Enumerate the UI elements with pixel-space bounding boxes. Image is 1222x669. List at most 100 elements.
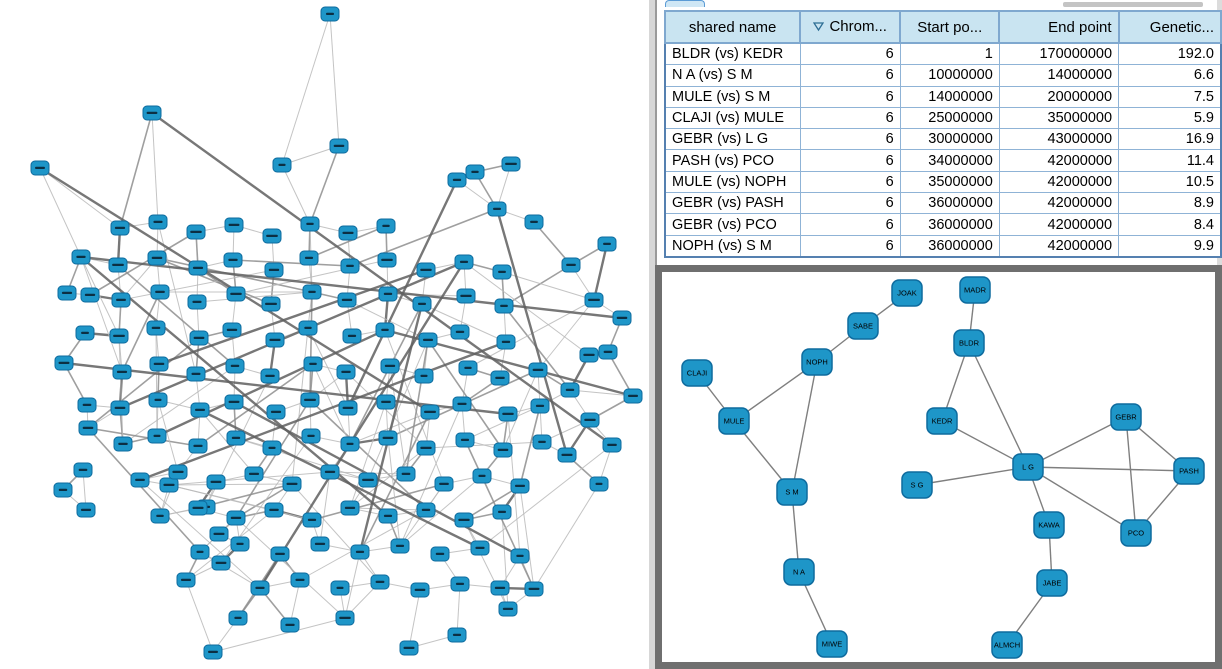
table-cell: 10000000: [899, 64, 1000, 87]
table-cell: 43000000: [998, 128, 1120, 151]
node-label: [112, 263, 124, 266]
table-row[interactable]: N A (vs) S M 6 10000000 14000000 6.6: [664, 64, 1222, 87]
node-label: [230, 364, 240, 367]
network-edge: [399, 403, 463, 547]
table-row[interactable]: BLDR (vs) KEDR 6 1 170000000 192.0: [664, 42, 1222, 66]
node-label: [498, 270, 506, 273]
node-label: [382, 224, 390, 227]
node-label: [535, 404, 545, 407]
column-header-0[interactable]: shared name: [663, 10, 802, 44]
table-row[interactable]: CLAJI (vs) MULE 6 25000000 35000000 5.9: [664, 106, 1222, 130]
node-label: PASH: [1179, 467, 1199, 476]
node-label: [566, 263, 576, 266]
network-node-KAWA[interactable]: [1033, 511, 1065, 539]
table-tab-fragment[interactable]: [665, 0, 705, 7]
node-label: [324, 470, 336, 473]
network-node-NOPH[interactable]: [801, 348, 833, 376]
network-node-S M[interactable]: [776, 478, 808, 506]
network-node-CLAJI[interactable]: [681, 359, 713, 387]
network-edge: [151, 112, 159, 223]
network-node-PCO[interactable]: [1120, 519, 1152, 547]
table-row[interactable]: PASH (vs) PCO 6 34000000 42000000 11.4: [664, 149, 1222, 172]
network-edge: [235, 517, 346, 619]
node-label: [341, 298, 353, 301]
network-node-ALMCH[interactable]: [991, 631, 1023, 659]
network-node-N A[interactable]: [783, 558, 815, 586]
table-row[interactable]: GEBR (vs) PASH 6 36000000 42000000 8.9: [664, 192, 1222, 215]
network-node-SABE[interactable]: [847, 312, 879, 340]
node-label: [116, 370, 128, 373]
table-cell: 6: [799, 192, 901, 215]
node-label: [381, 400, 391, 403]
network-edge: [80, 256, 120, 337]
table-cell: 6: [799, 85, 901, 108]
network-edge: [258, 261, 466, 589]
column-header-4[interactable]: Genetic...: [1117, 10, 1222, 44]
node-label: [595, 482, 603, 485]
network-edge: [185, 509, 275, 581]
network-node-GEBR[interactable]: [1110, 403, 1142, 431]
network-node-MIWE[interactable]: [816, 630, 848, 658]
overview-network-svg[interactable]: [0, 0, 648, 669]
table-row[interactable]: MULE (vs) S M 6 14000000 20000000 7.5: [664, 85, 1222, 108]
node-label: [228, 258, 238, 261]
network-node-PASH[interactable]: [1173, 457, 1205, 485]
node-label: [231, 436, 241, 439]
filter-icon[interactable]: [813, 19, 825, 36]
column-header-2[interactable]: Start po...: [899, 10, 1001, 44]
column-header-label: Chrom...: [829, 18, 887, 35]
node-label: [417, 302, 427, 305]
network-node-BLDR[interactable]: [953, 329, 985, 357]
detail-network-svg[interactable]: JOAK SABE NOPH CLAJI MULE S M N A MIWE MADR BLDR K…: [662, 272, 1215, 662]
table-cell: 1: [899, 42, 1000, 66]
network-node-S G[interactable]: [901, 471, 933, 499]
table-cell: 35000000: [899, 170, 1000, 194]
table-cell: 6: [799, 213, 901, 236]
horizontal-scrollbar-thumb[interactable]: [1063, 2, 1203, 7]
table-cell: 36000000: [899, 234, 1000, 258]
network-node-JABE[interactable]: [1036, 569, 1068, 597]
column-header-label: shared name: [688, 18, 777, 36]
node-label: [153, 220, 163, 223]
node-label: [192, 266, 204, 269]
network-edge: [503, 264, 572, 307]
node-label: [58, 361, 70, 364]
network-edge: [281, 13, 331, 166]
table-row[interactable]: GEBR (vs) PCO 6 36000000 42000000 8.4: [664, 213, 1222, 236]
table-cell: 14000000: [998, 64, 1120, 87]
node-label: [478, 474, 486, 477]
node-label: [269, 508, 279, 511]
panel-splitter[interactable]: [649, 0, 655, 669]
network-node-L G[interactable]: [1012, 453, 1044, 481]
table-row[interactable]: NOPH (vs) S M 6 36000000 42000000 9.9: [664, 234, 1222, 258]
network-node-MADR[interactable]: [959, 276, 991, 304]
network-edge: [344, 551, 361, 619]
node-label: [268, 446, 276, 449]
node-label: [265, 374, 275, 377]
column-header-3[interactable]: End point: [998, 10, 1120, 44]
node-label: [420, 374, 428, 377]
table-cell: MULE (vs) NOPH: [664, 170, 801, 194]
network-edge: [359, 411, 431, 553]
node-label: [421, 508, 431, 511]
network-edge: [1027, 416, 1127, 468]
node-label: [424, 410, 436, 413]
network-node-MULE[interactable]: [718, 407, 750, 435]
network-edge: [425, 441, 543, 449]
network-node-JOAK[interactable]: [891, 279, 923, 307]
column-header-1[interactable]: Chrom...: [799, 10, 902, 44]
node-label: N A: [793, 568, 805, 577]
node-label: [196, 550, 204, 553]
table-row[interactable]: MULE (vs) NOPH 6 35000000 42000000 10.5: [664, 170, 1222, 194]
table-cell: 8.9: [1118, 192, 1222, 215]
node-label: [382, 436, 394, 439]
network-edge: [349, 303, 423, 445]
node-label: MIWE: [822, 640, 842, 649]
table-cell: 36000000: [899, 192, 1000, 215]
table-cell: 170000000: [998, 42, 1120, 66]
node-label: [475, 546, 485, 549]
network-node-KEDR[interactable]: [926, 407, 958, 435]
node-label: [403, 646, 415, 649]
table-row[interactable]: GEBR (vs) L G 6 30000000 43000000 16.9: [664, 128, 1222, 151]
network-edge: [199, 551, 261, 589]
